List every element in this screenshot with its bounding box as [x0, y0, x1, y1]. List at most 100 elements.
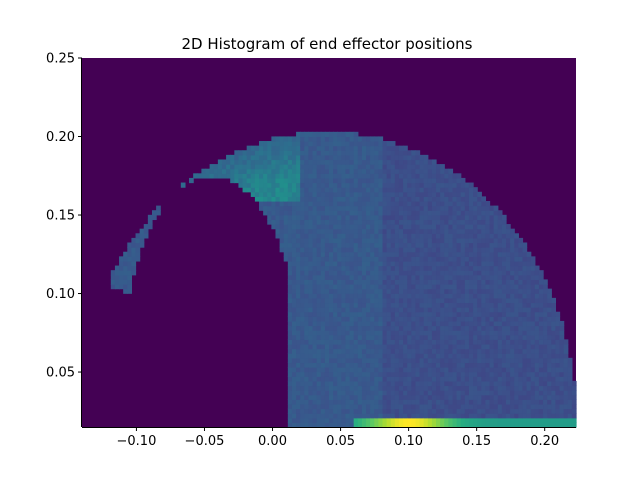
- heatmap-cell: [374, 242, 379, 248]
- heatmap-cell: [407, 371, 412, 377]
- heatmap-cell: [370, 307, 375, 313]
- heatmap-cell: [349, 228, 355, 234]
- heatmap-cell: [386, 200, 392, 207]
- heatmap-cell: [460, 403, 466, 410]
- heatmap-cell: [555, 367, 561, 373]
- heatmap-cell: [538, 297, 544, 304]
- heatmap-cell: [337, 182, 342, 188]
- heatmap-cell: [501, 353, 507, 359]
- heatmap-cell: [489, 293, 495, 299]
- heatmap-cell: [291, 339, 297, 345]
- heatmap-cell: [337, 371, 342, 377]
- heatmap-cell: [386, 367, 392, 373]
- heatmap-cell: [448, 242, 454, 248]
- heatmap-cell: [304, 390, 310, 396]
- heatmap-cell: [481, 316, 487, 322]
- heatmap-cell: [559, 357, 565, 364]
- heatmap-cell: [501, 284, 507, 290]
- heatmap-cell: [357, 403, 363, 410]
- heatmap-cell: [308, 394, 314, 400]
- heatmap-cell: [349, 339, 355, 345]
- heatmap-cell: [468, 256, 474, 262]
- heatmap-cell: [329, 339, 334, 345]
- heatmap-cell: [440, 205, 445, 211]
- heatmap-cell: [473, 422, 478, 428]
- heatmap-cell: [357, 145, 363, 151]
- heatmap-cell: [444, 307, 449, 313]
- heatmap-cell: [415, 343, 421, 350]
- heatmap-cell: [357, 141, 363, 147]
- heatmap-cell: [287, 150, 293, 156]
- heatmap-cell: [366, 288, 371, 294]
- heatmap-cell: [366, 302, 371, 308]
- heatmap-cell: [345, 182, 351, 188]
- heatmap-cell: [308, 371, 314, 377]
- heatmap-cell: [320, 200, 326, 207]
- heatmap-cell: [345, 247, 351, 253]
- heatmap-cell: [312, 200, 318, 207]
- heatmap-cell: [436, 187, 441, 193]
- heatmap-cell: [296, 339, 301, 345]
- heatmap-cell: [291, 362, 297, 368]
- heatmap-cell: [300, 270, 305, 276]
- heatmap-cell: [366, 422, 371, 428]
- y-tick-label: 0.10: [46, 287, 75, 302]
- heatmap-cell: [444, 325, 449, 331]
- heatmap-cell: [518, 376, 524, 382]
- heatmap-cell: [349, 256, 355, 262]
- heatmap-cell: [526, 390, 532, 396]
- heatmap-cell: [390, 210, 396, 216]
- heatmap-cell: [526, 371, 532, 377]
- heatmap-cell: [419, 371, 425, 377]
- heatmap-cell: [448, 191, 454, 197]
- heatmap-cell: [547, 307, 552, 313]
- heatmap-cell: [320, 168, 326, 174]
- heatmap-cell: [291, 159, 297, 165]
- heatmap-cell: [291, 367, 297, 373]
- heatmap-cell: [287, 394, 293, 400]
- heatmap-cell: [423, 403, 429, 410]
- heatmap-cell: [415, 260, 421, 267]
- heatmap-cell: [419, 279, 425, 285]
- heatmap-cell: [131, 260, 137, 267]
- heatmap-cell: [386, 284, 392, 290]
- heatmap-cell: [551, 325, 557, 331]
- heatmap-cell: [473, 270, 478, 276]
- heatmap-cell: [452, 200, 458, 207]
- heatmap-cell: [514, 325, 519, 331]
- heatmap-cell: [468, 399, 474, 405]
- heatmap-cell: [464, 251, 470, 257]
- heatmap-cell: [431, 390, 437, 396]
- heatmap-cell: [411, 214, 417, 221]
- heatmap-cell: [287, 353, 293, 359]
- heatmap-cell: [534, 274, 540, 280]
- heatmap-cell: [419, 339, 425, 345]
- heatmap-cell: [547, 357, 552, 364]
- heatmap-cell: [337, 168, 342, 174]
- heatmap-cell: [510, 228, 515, 234]
- heatmap-cell: [308, 385, 314, 391]
- heatmap-cell: [390, 385, 396, 391]
- heatmap-cell: [287, 196, 293, 202]
- heatmap-cell: [304, 339, 310, 345]
- heatmap-cell: [370, 237, 375, 244]
- heatmap-cell: [283, 251, 289, 257]
- heatmap-cell: [329, 274, 334, 280]
- heatmap-cell: [436, 196, 441, 202]
- heatmap-cell: [345, 191, 351, 197]
- heatmap-cell: [444, 297, 449, 304]
- heatmap-cell: [501, 357, 507, 364]
- heatmap-cell: [386, 279, 392, 285]
- heatmap-cell: [501, 251, 507, 257]
- heatmap-cell: [287, 210, 293, 216]
- heatmap-cell: [308, 413, 314, 419]
- heatmap-cell: [345, 145, 351, 151]
- heatmap-cell: [448, 394, 454, 400]
- heatmap-cell: [337, 210, 342, 216]
- heatmap-cell: [304, 385, 310, 391]
- heatmap-cell: [320, 159, 326, 165]
- heatmap-cell: [567, 408, 573, 414]
- heatmap-cell: [419, 376, 425, 382]
- heatmap-cell: [477, 413, 482, 419]
- heatmap-cell: [452, 380, 458, 387]
